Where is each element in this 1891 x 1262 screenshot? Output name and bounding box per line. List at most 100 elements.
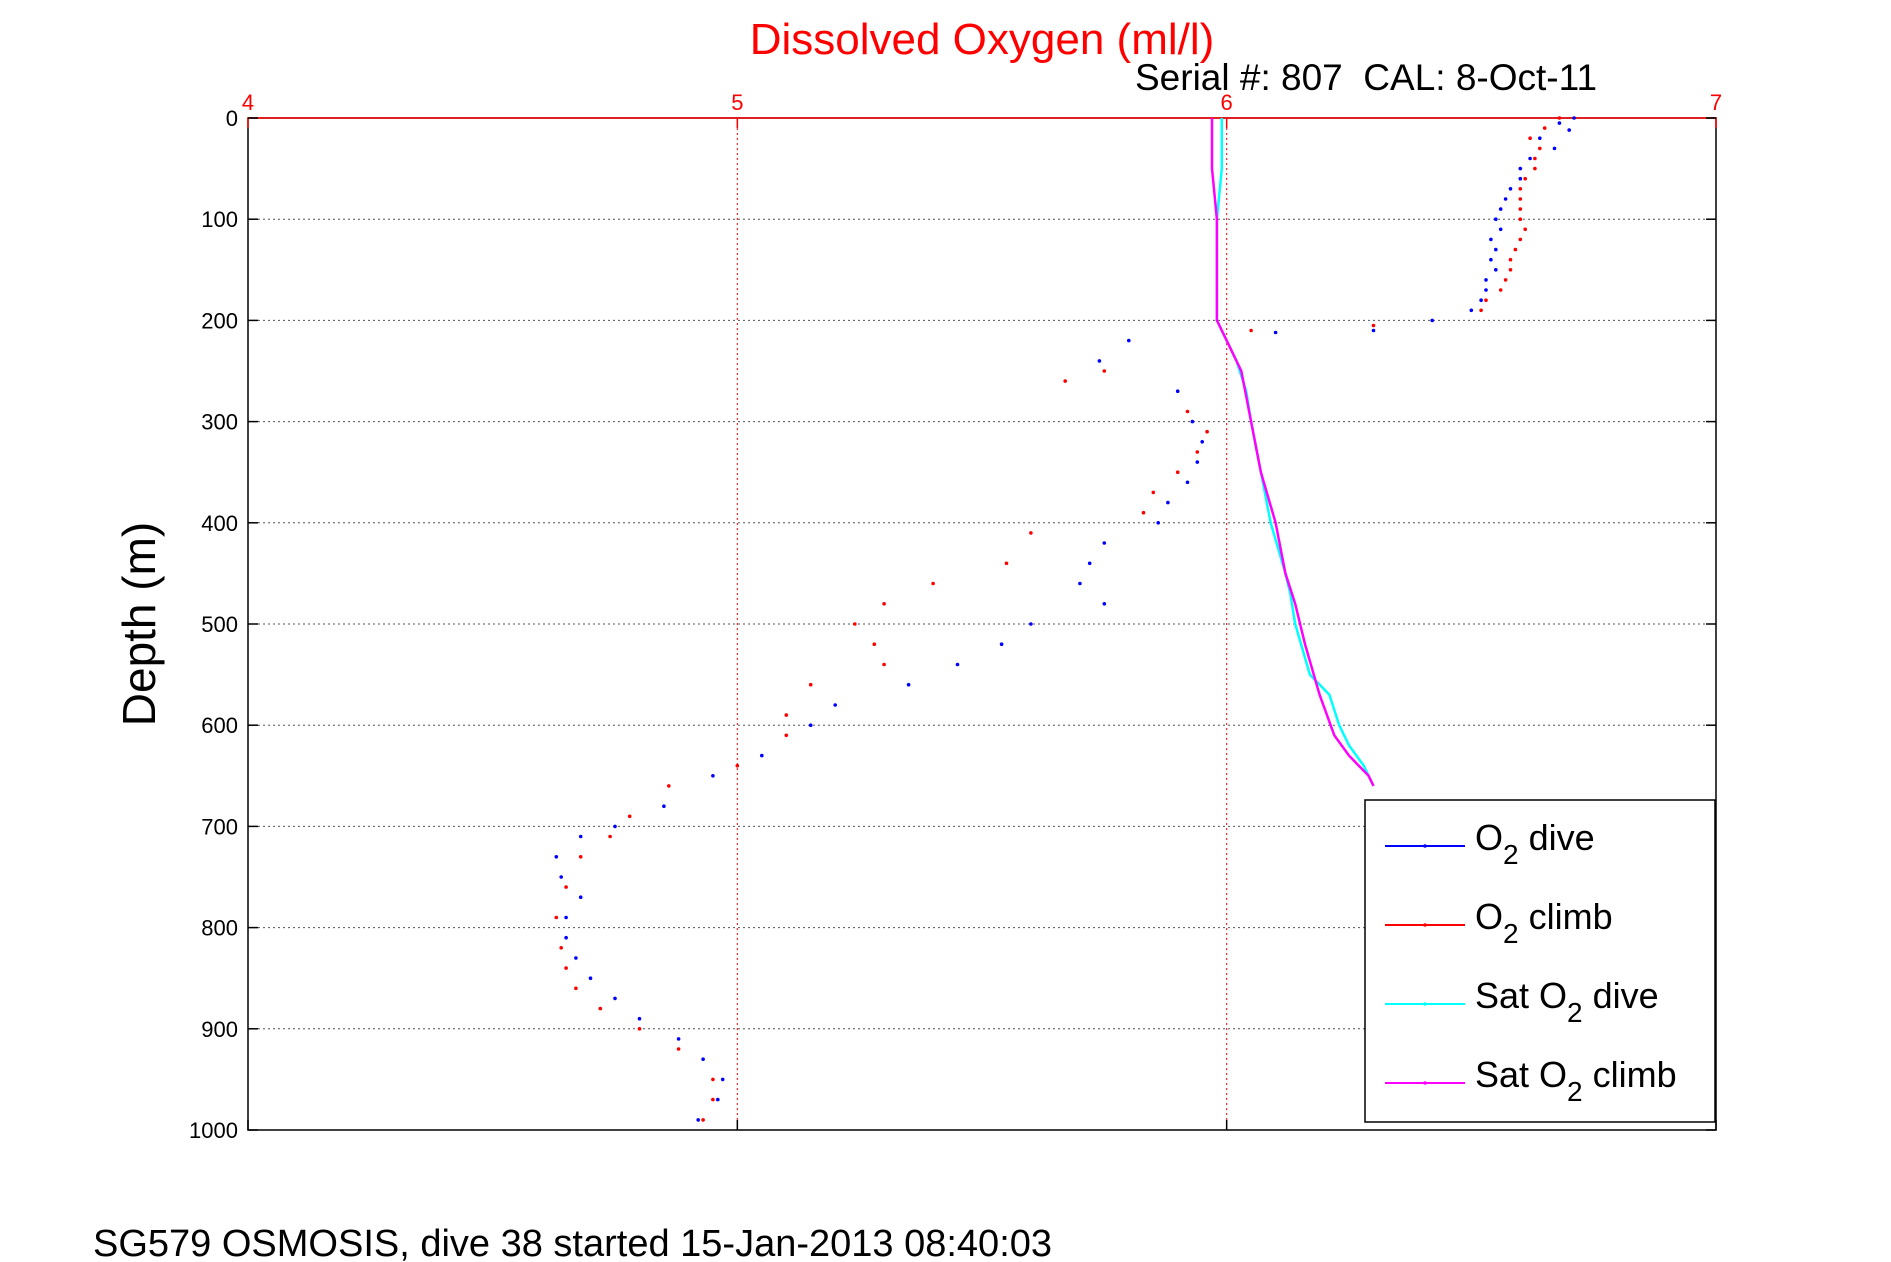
data-point	[1166, 500, 1170, 505]
legend-marker	[1423, 844, 1427, 848]
data-point	[808, 682, 813, 687]
y-tick-label: 300	[201, 410, 238, 435]
chart-title: Dissolved Oxygen (ml/l)	[750, 15, 1215, 64]
legend-marker	[1423, 1002, 1427, 1006]
data-point	[1494, 247, 1498, 252]
data-point	[1127, 338, 1131, 343]
data-point	[1503, 197, 1508, 201]
legend-marker	[1423, 1081, 1427, 1085]
legend: O2 dive O2 climb Sat O2 dive Sat O2 climb	[1364, 799, 1716, 1123]
data-point	[955, 662, 960, 667]
data-point	[1557, 121, 1562, 125]
data-point	[1498, 288, 1503, 292]
legend-label: Sat O2 climb	[1475, 1054, 1677, 1107]
data-point	[564, 885, 568, 889]
data-point	[1489, 257, 1493, 262]
data-point	[1498, 227, 1503, 232]
data-point	[1102, 602, 1107, 606]
data-point	[564, 966, 568, 970]
data-point	[1175, 389, 1180, 394]
data-point	[808, 723, 813, 727]
y-tick-label: 500	[201, 612, 238, 637]
data-point	[613, 996, 617, 1001]
data-point	[1518, 217, 1523, 221]
data-point	[559, 946, 563, 950]
data-point	[882, 662, 886, 667]
data-point	[564, 915, 568, 920]
data-point	[701, 1057, 705, 1061]
data-point	[716, 1097, 720, 1102]
data-point	[1249, 328, 1253, 333]
data-point	[1141, 510, 1146, 515]
data-point	[1528, 136, 1532, 140]
data-point	[1102, 541, 1107, 545]
y-axis-ticks: 0 100 200 300 400 500 600 700 800 900 1000	[189, 106, 1716, 1143]
legend-box	[1364, 799, 1716, 1123]
y-tick-label: 600	[201, 713, 238, 738]
data-point	[1533, 166, 1537, 171]
data-point	[931, 581, 935, 586]
data-point	[1572, 116, 1576, 120]
data-point	[784, 733, 789, 738]
data-point	[906, 682, 911, 687]
legend-label: Sat O2 dive	[1475, 975, 1659, 1028]
data-point	[1078, 581, 1082, 586]
data-point	[1533, 156, 1537, 161]
data-point	[1484, 298, 1488, 303]
data-point	[1185, 409, 1190, 414]
data-point	[696, 1118, 700, 1122]
data-point	[578, 855, 583, 859]
legend-marker	[1423, 923, 1427, 927]
data-point	[1469, 308, 1474, 313]
data-point	[711, 1097, 715, 1102]
data-point	[1029, 622, 1033, 626]
data-point	[1508, 257, 1513, 262]
data-point	[1528, 156, 1532, 161]
data-point	[999, 642, 1004, 646]
data-point	[578, 895, 583, 899]
x-axis-ticks: 4 5 6 7	[242, 90, 1722, 1130]
data-point	[1479, 298, 1483, 303]
y-tick-label: 0	[226, 106, 238, 131]
plot-series	[554, 116, 1576, 1122]
data-point	[1489, 237, 1493, 242]
chart-subtitle: Serial #: 807 CAL: 8-Oct-11	[1135, 57, 1597, 98]
data-point	[1371, 323, 1376, 328]
series-3	[1210, 118, 1375, 787]
data-point	[598, 1006, 603, 1011]
data-point	[872, 642, 877, 646]
y-tick-label: 200	[201, 308, 238, 333]
data-point	[1518, 176, 1523, 181]
data-point	[1200, 440, 1204, 444]
data-point	[1097, 359, 1102, 363]
data-point	[1552, 146, 1557, 151]
data-point	[1494, 217, 1498, 221]
data-point	[1371, 328, 1376, 333]
data-point	[1185, 480, 1190, 485]
data-point	[637, 1016, 642, 1021]
data-point	[1430, 318, 1434, 323]
data-point	[1513, 247, 1518, 252]
data-point	[1087, 561, 1092, 566]
y-tick-label: 1000	[189, 1118, 238, 1143]
data-point	[1518, 207, 1523, 211]
data-point	[1029, 531, 1033, 535]
data-point	[1484, 278, 1488, 282]
data-point	[1494, 268, 1498, 272]
data-point	[676, 1047, 681, 1051]
data-point	[554, 855, 559, 859]
data-point	[1479, 308, 1483, 313]
data-point	[1557, 116, 1562, 120]
data-point	[637, 1027, 642, 1031]
data-point	[720, 1077, 725, 1082]
y-tick-label: 800	[201, 916, 238, 941]
data-point	[1156, 521, 1160, 525]
data-point	[667, 784, 671, 788]
data-point	[608, 834, 612, 839]
x-tick-label: 5	[731, 90, 743, 115]
data-point	[1004, 561, 1009, 566]
y-tick-label: 100	[201, 207, 238, 232]
data-point	[554, 915, 559, 920]
data-point	[1195, 460, 1200, 464]
